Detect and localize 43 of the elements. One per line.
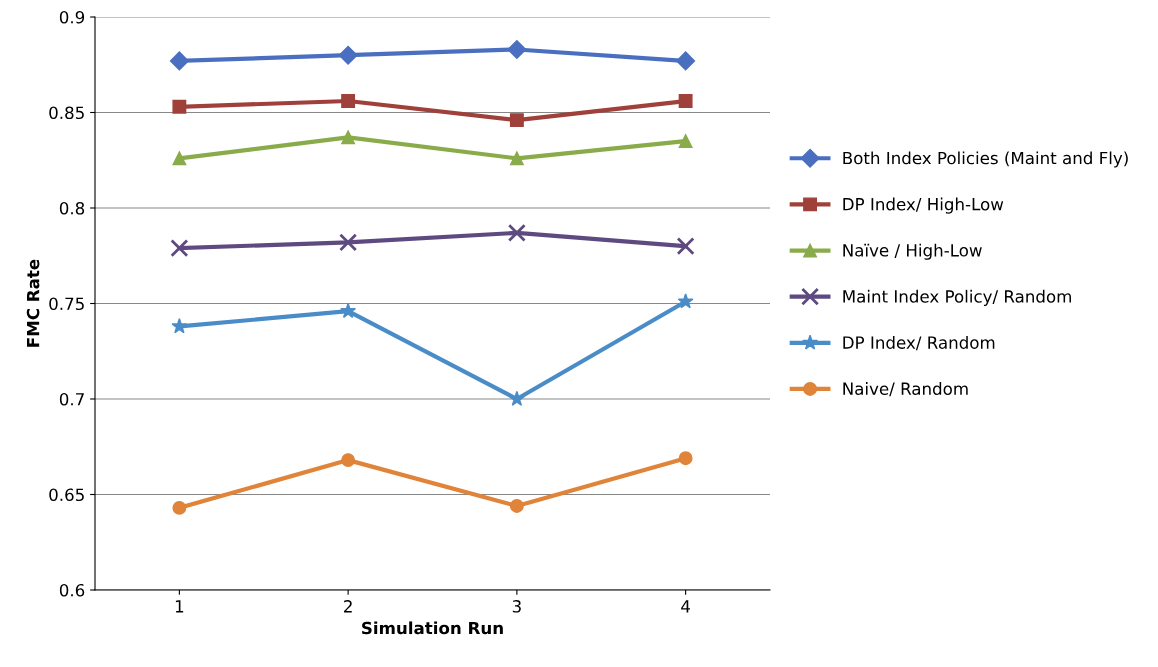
y-tick-label: 0.6: [59, 583, 85, 597]
point: [338, 45, 358, 65]
point: [508, 390, 525, 406]
point: [677, 293, 694, 309]
point: [509, 499, 524, 513]
point: [172, 151, 187, 166]
point: [507, 39, 527, 60]
point: [170, 239, 189, 258]
point: [341, 94, 356, 108]
y-tick-label: 0.8: [59, 201, 85, 215]
legend-label: DP Index/ High-Low: [843, 197, 1004, 214]
point: [678, 134, 693, 149]
x-axis-title: Simulation Run: [362, 621, 503, 635]
point: [339, 233, 358, 252]
point: [676, 51, 696, 71]
x-tick-label: 1: [175, 600, 184, 613]
y-axis-title: FMC Rate: [26, 259, 40, 347]
point: [509, 113, 524, 128]
point: [171, 318, 188, 334]
legend-label: Maint Index Policy/ Random: [843, 289, 1071, 306]
point: [172, 99, 187, 114]
point: [341, 453, 356, 468]
point: [169, 51, 189, 71]
point: [341, 130, 356, 145]
y-tick-label: 0.75: [49, 297, 84, 311]
y-tick-label: 0.65: [49, 488, 84, 502]
point: [676, 237, 695, 256]
point: [172, 500, 187, 515]
point: [678, 451, 693, 466]
point: [509, 151, 524, 166]
legend-label: Naïve / High-Low: [843, 243, 982, 260]
legend-label: Both Index Policies (Maint and Fly): [843, 151, 1128, 168]
y-tick-label: 0.85: [49, 106, 84, 120]
x-tick-label: 2: [344, 600, 352, 613]
point: [340, 302, 357, 319]
y-tick-label: 0.7: [59, 392, 84, 406]
y-tick-label: 0.9: [59, 10, 85, 24]
x-tick-label: 4: [681, 600, 690, 613]
point: [507, 223, 526, 242]
point: [678, 94, 693, 108]
legend-label: Naive/ Random: [843, 382, 968, 397]
legend-label: DP Index/ Random: [843, 335, 995, 351]
x-tick-label: 3: [512, 600, 521, 613]
